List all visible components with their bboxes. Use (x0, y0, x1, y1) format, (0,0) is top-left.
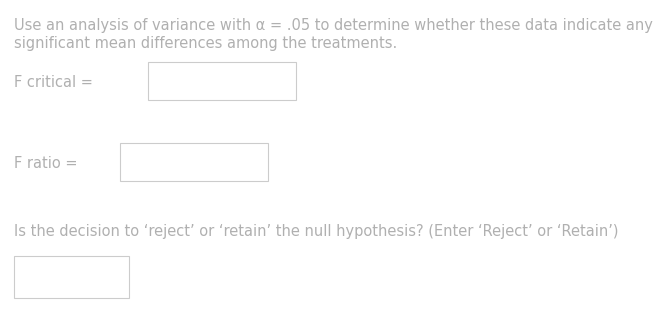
Text: Is the decision to ‘reject’ or ‘retain’ the null hypothesis? (Enter ‘Reject’ or : Is the decision to ‘reject’ or ‘retain’ … (14, 224, 619, 239)
Text: Use an analysis of variance with α = .05 to determine whether these data indicat: Use an analysis of variance with α = .05… (14, 18, 653, 33)
Text: F critical =: F critical = (14, 74, 93, 90)
Text: significant mean differences among the treatments.: significant mean differences among the t… (14, 36, 397, 51)
Text: F ratio =: F ratio = (14, 156, 77, 171)
